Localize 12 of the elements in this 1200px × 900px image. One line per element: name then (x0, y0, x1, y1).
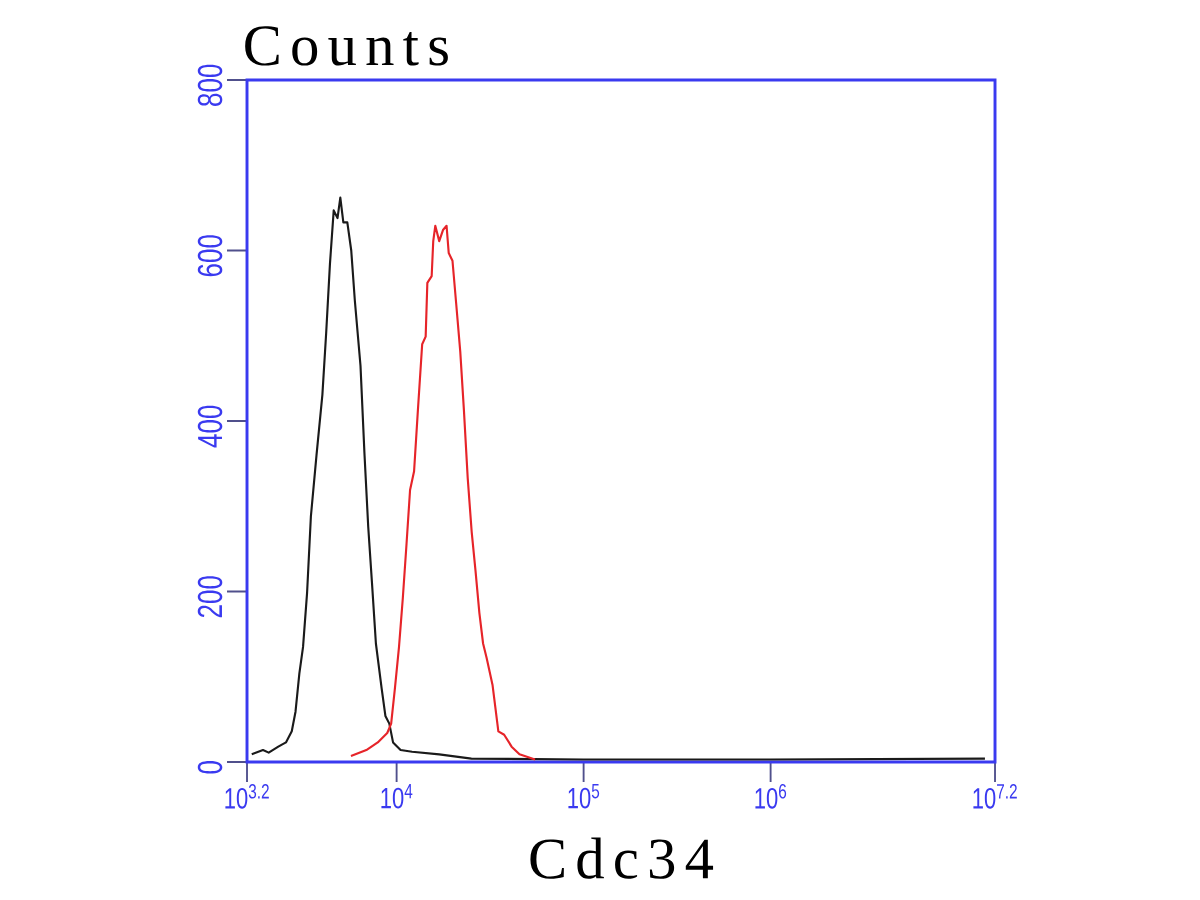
x-tick-label: 10$^{6}$ (755, 784, 787, 809)
y-tick-label: 200 (197, 576, 223, 618)
y-tick-label: 400 (197, 405, 223, 448)
x-axis-title: Cdc34 (530, 837, 714, 879)
y-tick-label: 600 (197, 235, 223, 277)
x-tick-label: 10$^{7.2}$ (973, 784, 1017, 809)
x-tick-label: 10$^{4}$ (381, 784, 413, 809)
y-tick-label: 800 (197, 64, 223, 106)
x-tick-label: 10$^{5}$ (568, 784, 600, 809)
y-tick-label: 0 (197, 761, 223, 774)
x-tick-label: 10$^{3.2}$ (225, 784, 269, 809)
y-axis-title: Counts (245, 26, 448, 66)
